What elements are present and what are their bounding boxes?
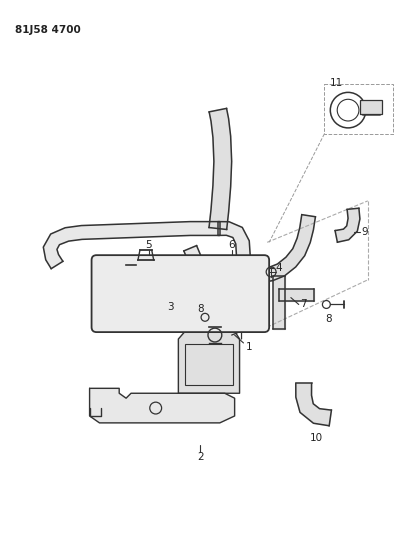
- Text: 3: 3: [167, 302, 174, 312]
- Polygon shape: [90, 389, 235, 423]
- Text: 8: 8: [197, 304, 203, 314]
- Text: 81J58 4700: 81J58 4700: [14, 25, 81, 35]
- Polygon shape: [273, 276, 285, 329]
- Text: 9: 9: [361, 228, 368, 238]
- Text: 7: 7: [300, 300, 307, 310]
- Text: 11: 11: [330, 77, 343, 87]
- Text: 1: 1: [246, 342, 253, 352]
- Polygon shape: [218, 222, 250, 271]
- Polygon shape: [335, 208, 360, 242]
- Text: 2: 2: [197, 453, 203, 463]
- Text: 8: 8: [325, 314, 332, 324]
- Bar: [360, 100, 382, 114]
- Text: 10: 10: [310, 433, 323, 443]
- Text: 6: 6: [228, 240, 235, 251]
- Bar: [185, 344, 233, 385]
- Polygon shape: [279, 289, 313, 301]
- Polygon shape: [296, 383, 331, 426]
- Bar: [324, 85, 394, 134]
- FancyBboxPatch shape: [92, 255, 269, 332]
- Text: 5: 5: [145, 240, 152, 251]
- Polygon shape: [258, 215, 316, 282]
- Text: 4: 4: [276, 263, 282, 273]
- Polygon shape: [209, 108, 232, 230]
- Polygon shape: [43, 222, 220, 269]
- Polygon shape: [184, 246, 220, 308]
- Polygon shape: [178, 331, 240, 393]
